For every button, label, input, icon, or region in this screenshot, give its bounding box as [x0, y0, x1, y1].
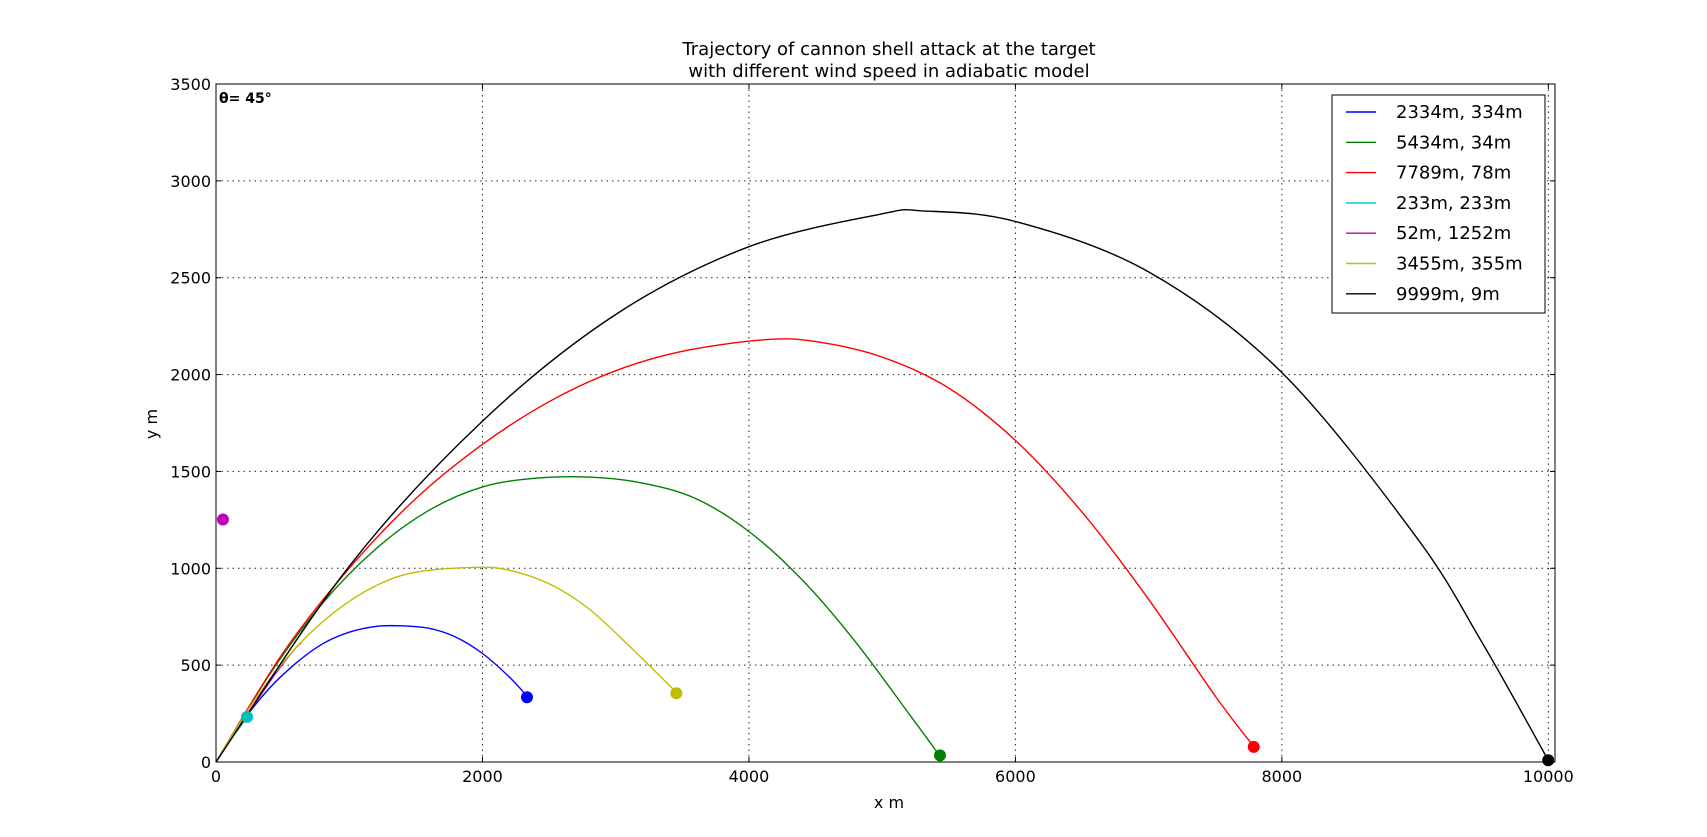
x-tick-label: 4000: [729, 767, 770, 786]
series-line-1: [215, 624, 528, 763]
x-tick-label: 2000: [462, 767, 503, 786]
y-axis-label: y m: [142, 409, 161, 439]
series-line-5: [215, 642, 302, 763]
x-tick-label: 8000: [1262, 767, 1303, 786]
series-layer: [215, 208, 1549, 763]
marker-layer: [216, 513, 1555, 767]
legend-label-3: 7789m, 78m: [1396, 163, 1511, 184]
series-line-3: [215, 338, 1255, 763]
target-point-3: [1247, 740, 1260, 753]
angle-annotation: θ= 45°: [219, 91, 272, 107]
x-tick-label: 6000: [995, 767, 1036, 786]
legend-label-5: 52m, 1252m: [1396, 223, 1511, 244]
target-point-2: [933, 749, 946, 762]
x-tick-label: 0: [211, 767, 221, 786]
y-tick-label: 1500: [170, 462, 211, 481]
y-tick-label: 2500: [170, 269, 211, 288]
plot-frame: [215, 83, 1556, 763]
y-tick-label: 500: [180, 656, 211, 675]
y-tick-label: 0: [201, 753, 211, 772]
y-tick-label: 3500: [170, 75, 211, 94]
y-tick-label: 2000: [170, 366, 211, 385]
legend-box: [1331, 94, 1546, 314]
y-tick-label: 1000: [170, 559, 211, 578]
tick-layer: 0 2000 4000 6000 8000 10000 0 500 1000 1500 2000 25…: [170, 75, 1574, 786]
series-line-7: [215, 208, 1549, 763]
target-point-6: [670, 687, 683, 700]
target-point-1: [520, 691, 533, 704]
series-line-6: [215, 566, 677, 763]
legend: 2334m, 334m 5434m, 34m 7789m, 78m 233m, 233…: [1331, 94, 1546, 314]
chart-title-line-2: with different wind speed in adiabatic m…: [688, 61, 1089, 82]
legend-label-4: 233m, 233m: [1396, 193, 1511, 214]
x-axis-label: x m: [874, 793, 904, 812]
x-tick-label: 10000: [1523, 767, 1574, 786]
target-point-4: [241, 710, 254, 723]
legend-label-6: 3455m, 355m: [1396, 254, 1523, 275]
chart-title-line-1: Trajectory of cannon shell attack at the…: [681, 39, 1095, 60]
legend-label-7: 9999m, 9m: [1396, 284, 1500, 305]
y-tick-label: 3000: [170, 172, 211, 191]
legend-label-1: 2334m, 334m: [1396, 102, 1523, 123]
legend-label-2: 5434m, 34m: [1396, 132, 1511, 153]
target-point-5: [216, 513, 229, 526]
